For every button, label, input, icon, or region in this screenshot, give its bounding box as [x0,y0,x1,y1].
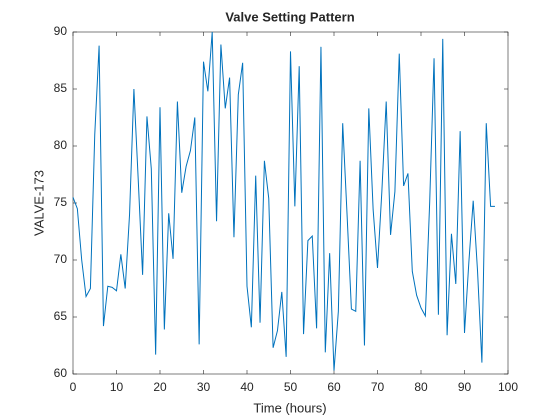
x-tick-label: 80 [414,380,428,394]
x-tick-label: 10 [110,380,124,394]
x-tick-label: 90 [458,380,472,394]
y-tick-label: 85 [54,81,68,95]
y-tick-label: 90 [54,24,68,38]
x-tick-label: 0 [70,380,77,394]
x-tick-label: 20 [153,380,167,394]
y-tick-label: 80 [54,138,68,152]
x-tick-label: 30 [197,380,211,394]
x-tick-label: 100 [498,380,518,394]
x-tick-label: 40 [240,380,254,394]
y-tick-label: 75 [54,195,68,209]
chart-title: Valve Setting Pattern [225,9,354,24]
x-tick-label: 60 [327,380,341,394]
x-tick-label: 70 [371,380,385,394]
y-axis-label: VALVE-173 [31,170,46,236]
line-series [72,31,495,371]
y-tick-label: 70 [54,252,68,266]
y-tick-label: 60 [54,366,68,380]
x-tick-label: 50 [284,380,298,394]
plot-area [72,31,509,375]
y-tick-label: 65 [54,309,68,323]
x-axis-label: Time (hours) [253,400,326,415]
